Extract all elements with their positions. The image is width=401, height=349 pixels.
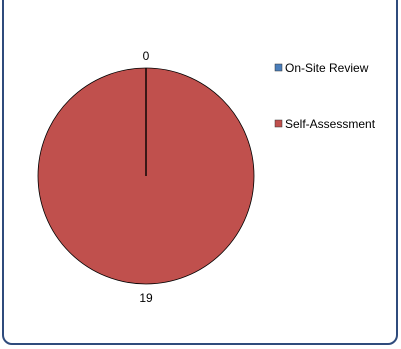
legend-label-on-site-review: On-Site Review bbox=[285, 61, 369, 75]
legend-swatch-self-assessment bbox=[274, 119, 283, 128]
data-label-self-assessment: 19 bbox=[139, 291, 153, 305]
legend-label-self-assessment: Self-Assessment bbox=[285, 117, 376, 131]
legend-swatch-on-site-review bbox=[274, 63, 283, 72]
frame-border bbox=[2, 0, 398, 345]
data-label-on-site-review: 0 bbox=[143, 49, 150, 63]
